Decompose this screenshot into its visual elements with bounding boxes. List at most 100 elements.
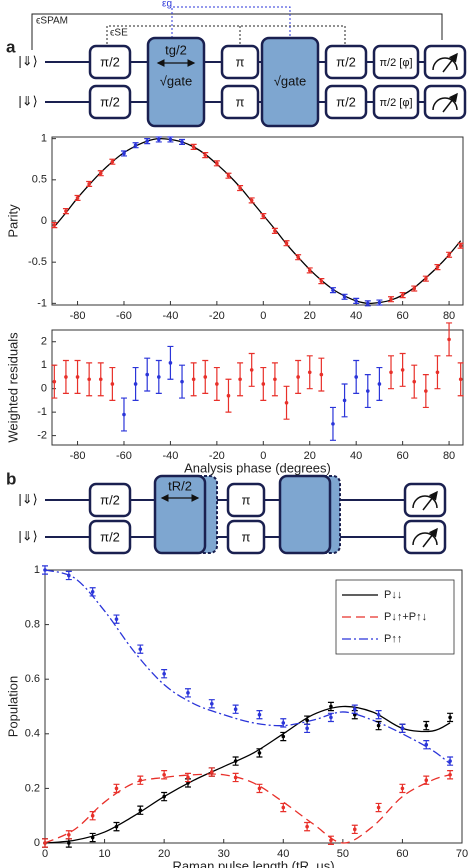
data-point [114,617,119,621]
x-tick-label: 20 [304,310,316,322]
data-point [424,723,429,728]
input-state: |⇓⟩ [18,528,37,543]
y-axis-label: Parity [5,204,20,238]
x-tick-label: 80 [443,450,455,462]
data-point [87,182,91,186]
fit-line [44,773,451,844]
data-point [43,568,47,572]
legend [335,579,455,655]
data-point [257,751,262,755]
meter-needle [442,92,458,113]
gate-block [260,36,320,128]
gate-block [278,474,332,555]
data-point [186,691,190,695]
y-tick-label: 0.6 [25,673,40,685]
data-point [180,140,184,144]
data-point [458,377,463,382]
data-point [257,786,262,791]
data-point [377,300,382,305]
x-tick-label: 80 [443,310,455,322]
x-axis-label: Analysis phase (degrees) [184,460,331,475]
data-point [67,833,71,837]
data-point [138,778,143,783]
meter-needle [422,490,438,511]
data-point [64,375,68,379]
x-tick-label: -80 [70,450,86,462]
data-point [435,370,440,375]
data-point [98,171,103,176]
data-point [389,370,393,375]
data-point [352,707,357,712]
bracket-label: ϵSPAM [36,16,68,27]
data-point [424,778,429,783]
data-point [67,841,71,845]
data-point [114,786,119,791]
y-tick-label: 0.8 [25,619,40,631]
data-point [307,268,312,273]
x-axis-label: Raman pulse length (tR, μs) [172,858,334,868]
data-point [145,139,150,143]
data-point [75,375,80,379]
bracket-label: ϵSE [110,28,128,39]
data-point [448,715,452,720]
data-point [281,734,286,739]
data-point [365,301,370,306]
y-tick-label: -1 [37,406,47,418]
y-tick-label: 0 [34,837,40,849]
x-tick-label: -80 [70,310,86,322]
y-tick-label: 1 [34,564,40,576]
data-point [257,712,262,717]
data-point [376,712,381,717]
data-point [87,377,91,382]
data-point [210,701,214,706]
data-point [90,813,95,818]
data-point [138,647,143,651]
data-point [215,382,219,386]
plot-frame [51,329,464,446]
data-point [157,375,161,379]
data-point [447,252,451,257]
data-point [162,794,166,799]
meter-dial [432,97,458,111]
gate-label: √gate [274,73,306,88]
gate-label: π [236,54,245,69]
data-point [226,393,231,398]
y-tick-label: 0.4 [25,728,40,740]
data-point [305,718,309,722]
bracket [171,6,291,38]
gate-label: π/2 [100,94,120,109]
data-point [319,372,324,377]
data-point [226,173,231,178]
gate [324,84,368,120]
data-point [145,372,150,377]
panel-label: a [6,37,16,56]
bracket [106,25,346,44]
fit-line [44,569,451,765]
data-point [191,377,196,382]
data-point [249,368,254,372]
data-point [90,835,95,840]
x-tick-label: 60 [397,310,409,322]
x-tick-label: -60 [116,450,132,462]
meter [423,44,467,80]
gate [88,44,132,80]
gate [372,44,420,80]
gate-label: π/2 [336,94,356,109]
x-tick-label: -40 [162,450,178,462]
data-point [162,772,166,777]
data-point [424,389,428,393]
y-tick-label: 0.5 [32,174,47,186]
y-tick-label: -2 [37,430,47,442]
gate [220,84,260,120]
meter-dial [412,495,438,509]
y-tick-label: -0.5 [28,256,47,268]
data-point [448,772,452,777]
data-point [110,382,115,386]
data-point [186,775,190,780]
y-tick-label: 0.2 [25,782,40,794]
x-tick-label: 30 [218,848,230,860]
data-point [412,286,417,291]
data-point [389,297,393,302]
data-point [305,726,309,731]
meter-dial [412,532,438,546]
